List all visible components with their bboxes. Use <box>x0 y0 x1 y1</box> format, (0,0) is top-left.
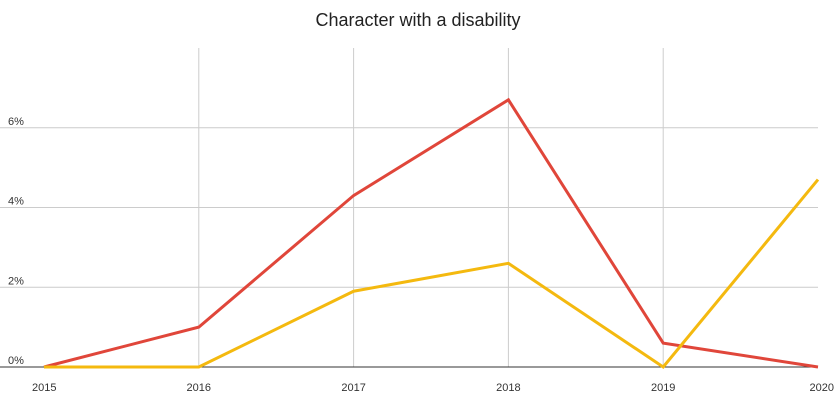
y-tick-label: 4% <box>8 196 24 208</box>
y-tick-label: 2% <box>8 275 24 287</box>
x-tick-label: 2019 <box>651 382 675 394</box>
series-line-2 <box>44 178 820 370</box>
y-tick-label: 6% <box>8 116 24 128</box>
series-lines <box>43 97 820 370</box>
x-tick-labels: 2015 2016 2017 2018 2019 2020 <box>32 382 834 394</box>
y-tick-label: 0% <box>8 355 24 367</box>
x-tick-label: 2020 <box>810 382 834 394</box>
x-tick-label: 2017 <box>341 382 365 394</box>
series-line-1 <box>43 97 819 369</box>
y-tick-labels: 0% 2% 4% 6% <box>8 116 24 367</box>
chart-title: Character with a disability <box>315 10 521 30</box>
x-tick-label: 2016 <box>187 382 211 394</box>
x-tick-label: 2015 <box>32 382 56 394</box>
x-tick-label: 2018 <box>496 382 520 394</box>
horizontal-gridlines <box>0 127 818 368</box>
